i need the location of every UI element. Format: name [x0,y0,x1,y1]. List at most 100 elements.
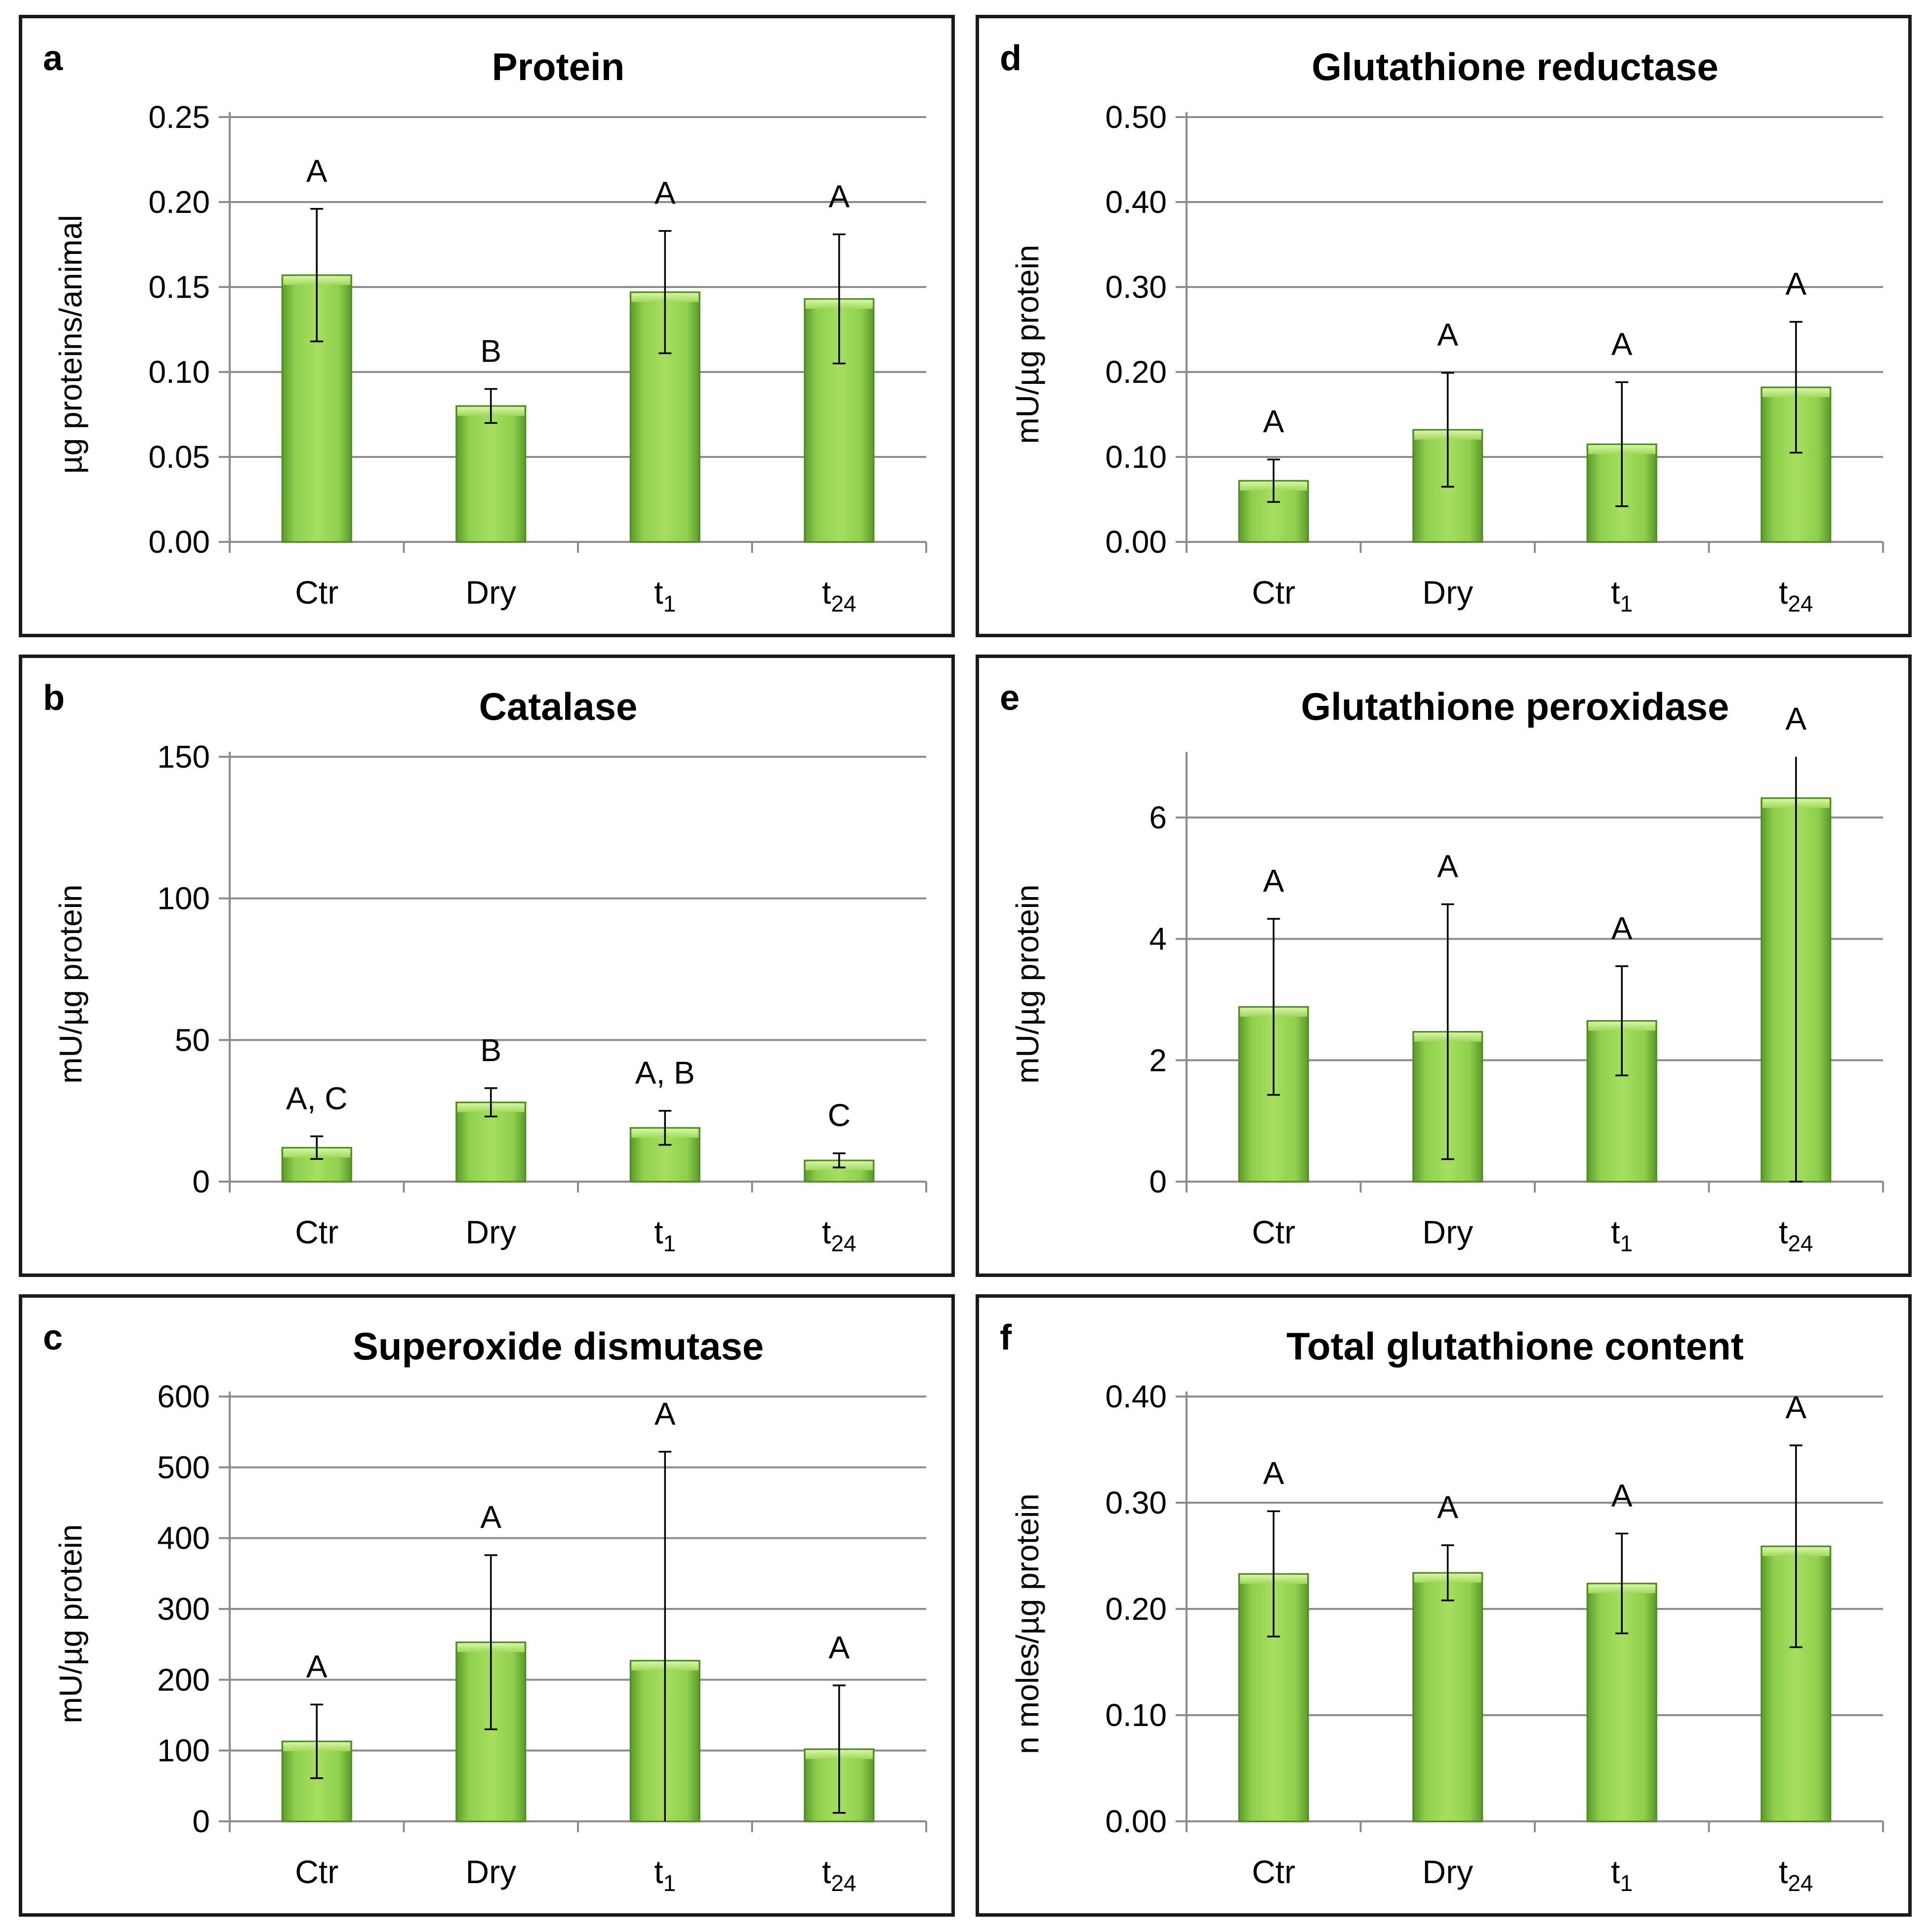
y-tick-label-b-2: 100 [157,881,210,916]
y-tick-label-d-0: 0.00 [1105,524,1167,560]
category-main-a-0: Ctr [295,574,338,611]
y-tick-label-c-4: 400 [157,1521,210,1556]
y-axis-label-b: mU/µg protein [53,884,88,1083]
y-tick-label-c-3: 300 [157,1591,210,1627]
category-main-e-1: Dry [1422,1214,1473,1250]
y-tick-label-d-1: 0.10 [1105,439,1167,475]
significance-label-d-2: A [1611,327,1633,362]
category-label-c-2: t1 [654,1853,676,1896]
chart-title-d: Glutathione reductase [1312,45,1719,88]
y-tick-label-d-3: 0.30 [1105,269,1167,305]
y-axis-label-a: µg proteins/animal [53,215,88,474]
y-tick-label-e-3: 6 [1149,800,1167,835]
significance-label-d-1: A [1437,317,1458,353]
category-label-a-0: Ctr [295,574,338,611]
y-tick-label-c-6: 600 [157,1379,210,1414]
significance-label-e-0: A [1263,863,1284,899]
category-label-e-0: Ctr [1252,1214,1295,1250]
category-main-b-3: t [822,1214,831,1250]
y-tick-label-a-3: 0.15 [148,269,210,305]
chart-panel-f: f Total glutathione content 0.00 0.10 0.20 0.… [976,1294,1912,1917]
category-main-b-1: Dry [465,1214,516,1250]
chart-c-svg: c Superoxide dismutase 0 100 200 300 400 500 600… [43,1318,927,1896]
category-main-b-0: Ctr [295,1214,338,1250]
y-tick-label-a-2: 0.10 [148,354,210,390]
y-tick-label-d-5: 0.50 [1105,99,1167,135]
y-tick-label-a-4: 0.20 [148,184,210,220]
category-sub-b-2: 1 [663,1231,676,1256]
category-sub-e-3: 24 [1788,1231,1813,1256]
category-sub-c-3: 24 [831,1870,856,1896]
y-tick-label-f-1: 0.10 [1105,1697,1167,1733]
category-sub-d-2: 1 [1620,591,1633,617]
y-axis-label-e: mU/µg protein [1010,884,1045,1083]
category-main-a-3: t [822,574,831,611]
panel-letter-f: f [1000,1318,1012,1357]
category-label-c-1: Dry [465,1853,516,1890]
significance-label-d-0: A [1263,404,1284,439]
y-tick-label-f-2: 0.20 [1105,1591,1167,1627]
y-tick-label-c-0: 0 [192,1804,210,1839]
chart-title-a: Protein [492,45,625,88]
category-sub-f-3: 24 [1788,1870,1813,1896]
y-tick-label-b-0: 0 [192,1164,210,1199]
significance-label-a-0: A [306,153,328,189]
category-main-d-3: t [1779,574,1788,611]
y-tick-label-f-0: 0.00 [1105,1804,1167,1839]
category-main-c-1: Dry [465,1853,516,1890]
category-sub-a-3: 24 [831,591,856,617]
chart-b-svg: b Catalase 0 50 100 150 mU/µg protein A, C Ctr B D… [43,678,927,1256]
category-sub-a-2: 1 [663,591,676,617]
category-main-e-0: Ctr [1252,1214,1295,1250]
category-sub-e-2: 1 [1620,1231,1633,1256]
y-tick-label-f-4: 0.40 [1105,1379,1167,1414]
category-label-a-3: t24 [822,574,857,617]
category-label-b-1: Dry [465,1214,516,1250]
category-sub-b-3: 24 [831,1231,856,1256]
category-label-d-3: t24 [1779,574,1813,617]
significance-label-e-2: A [1611,910,1633,946]
significance-label-c-1: A [480,1499,501,1535]
panel-letter-e: e [1000,678,1020,718]
y-tick-label-c-1: 100 [157,1733,210,1768]
category-main-a-1: Dry [465,574,516,611]
y-tick-label-c-5: 500 [157,1449,210,1485]
chart-f-svg: f Total glutathione content 0.00 0.10 0.20 0.… [1000,1318,1884,1896]
significance-label-e-3: A [1785,701,1806,737]
panel-letter-a: a [43,39,63,78]
category-label-b-0: Ctr [295,1214,338,1250]
category-main-b-2: t [654,1214,663,1250]
category-sub-c-2: 1 [663,1870,676,1896]
category-label-f-0: Ctr [1252,1853,1295,1890]
chart-title-b: Catalase [479,685,638,728]
category-label-d-2: t1 [1611,574,1633,617]
bar-f-1 [1412,1572,1483,1822]
significance-label-a-3: A [828,178,850,214]
y-tick-label-b-3: 150 [157,739,210,775]
significance-label-e-1: A [1437,849,1458,884]
category-main-c-2: t [654,1853,663,1890]
y-tick-label-f-3: 0.30 [1105,1485,1167,1521]
y-tick-label-e-2: 4 [1149,921,1167,957]
y-axis-label-f: n moles/µg protein [1010,1493,1045,1754]
category-label-c-0: Ctr [295,1853,338,1890]
category-label-e-2: t1 [1611,1214,1633,1256]
y-tick-label-a-1: 0.05 [148,439,210,475]
y-tick-label-d-2: 0.20 [1105,354,1167,390]
category-label-e-1: Dry [1422,1214,1473,1250]
significance-label-f-2: A [1611,1478,1633,1513]
chart-d-svg: d Glutathione reductase 0.00 0.10 0.20 0.30 0.… [1000,39,1884,617]
chart-title-e: Glutathione peroxidase [1301,685,1729,728]
y-tick-label-e-1: 2 [1149,1042,1167,1078]
significance-label-d-3: A [1785,266,1806,302]
category-label-b-3: t24 [822,1214,857,1256]
significance-label-b-2: A, B [635,1055,695,1091]
chart-title-c: Superoxide dismutase [353,1324,764,1368]
category-label-f-1: Dry [1422,1853,1473,1890]
category-main-f-2: t [1611,1853,1620,1890]
significance-label-c-0: A [306,1649,328,1685]
category-main-f-3: t [1779,1853,1788,1890]
panel-letter-d: d [1000,39,1022,78]
category-label-a-1: Dry [465,574,516,611]
